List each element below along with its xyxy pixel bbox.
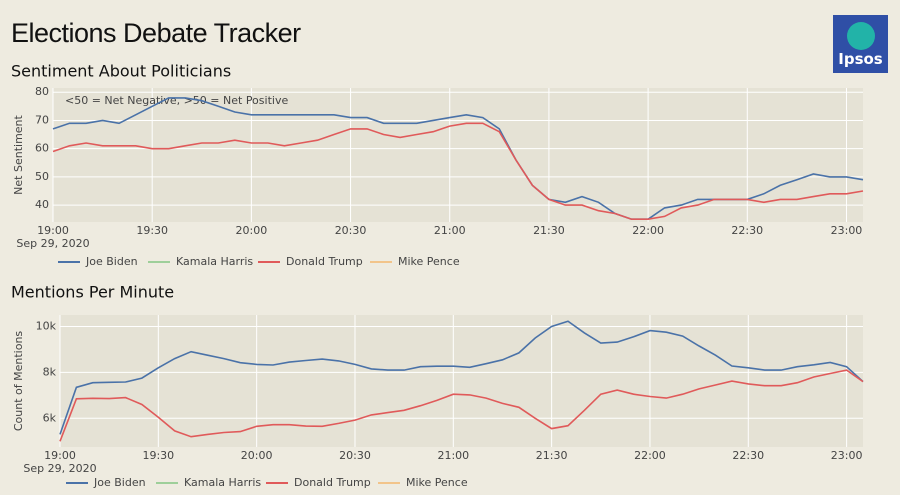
x-tick-label: 21:00: [437, 449, 469, 462]
x-tick-label: 23:00: [831, 449, 863, 462]
x-tick-label: 22:30: [732, 449, 764, 462]
x-tick-label: 19:30: [142, 449, 174, 462]
legend-label: Kamala Harris: [176, 255, 253, 268]
x-tick-label: 23:00: [831, 224, 863, 237]
x-tick-label: 20:30: [335, 224, 367, 237]
y-tick-label: 50: [35, 170, 49, 183]
x-tick-label: 20:30: [339, 449, 371, 462]
legend-label: Donald Trump: [286, 255, 363, 268]
chart-title: Mentions Per Minute: [11, 283, 174, 302]
series-line: [59, 369, 864, 442]
legend-label: Donald Trump: [294, 476, 371, 489]
x-tick-label: 20:00: [241, 449, 273, 462]
y-tick-label: 8k: [43, 365, 57, 378]
y-tick-label: 40: [35, 198, 49, 211]
series-line: [52, 122, 864, 220]
x-tick-label: 22:30: [731, 224, 763, 237]
ipsos-logo: Ipsos: [833, 15, 888, 73]
legend-label: Kamala Harris: [184, 476, 261, 489]
plot-area: [60, 315, 863, 447]
logo-text: Ipsos: [838, 50, 883, 68]
y-tick-label: 70: [35, 113, 49, 126]
x-tick-label: 21:30: [536, 449, 568, 462]
series-line: [59, 320, 864, 435]
y-tick-label: 80: [35, 85, 49, 98]
x-tick-label: 19:00 Sep 29, 2020: [16, 224, 89, 250]
x-tick-label: 21:30: [533, 224, 565, 237]
y-tick-label: 10k: [36, 319, 57, 332]
x-tick-label: 20:00: [236, 224, 268, 237]
y-axis-label: Count of Mentions: [12, 331, 25, 432]
annotation: <50 = Net Negative, >50 = Net Positive: [65, 94, 288, 107]
x-tick-label: 22:00: [632, 224, 664, 237]
legend-label: Mike Pence: [398, 255, 460, 268]
x-tick-label: 19:00 Sep 29, 2020: [23, 449, 96, 475]
y-tick-label: 60: [35, 142, 49, 155]
y-axis-label: Net Sentiment: [12, 114, 25, 194]
logo-head: [847, 22, 875, 50]
y-tick-label: 6k: [43, 411, 57, 424]
x-tick-label: 22:00: [634, 449, 666, 462]
plot-area: [53, 88, 863, 222]
legend-label: Mike Pence: [406, 476, 468, 489]
legend-label: Joe Biden: [93, 476, 146, 489]
page-title: Elections Debate Tracker: [11, 18, 301, 48]
x-tick-label: 21:00: [434, 224, 466, 237]
chart-title: Sentiment About Politicians: [11, 62, 231, 81]
legend-label: Joe Biden: [85, 255, 138, 268]
x-tick-label: 19:30: [136, 224, 168, 237]
